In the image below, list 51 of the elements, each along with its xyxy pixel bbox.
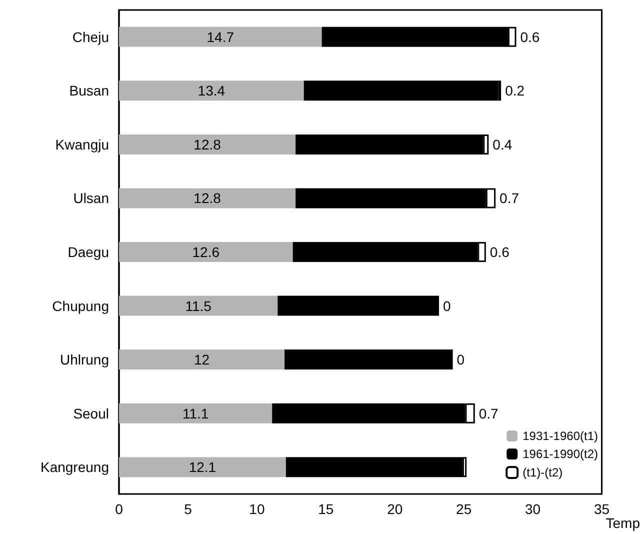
y-tick-label: Cheju (72, 28, 109, 45)
data-label: 0 (443, 298, 452, 314)
x-tick-label: 35 (594, 501, 610, 517)
bar (119, 80, 304, 101)
y-tick-label: Daegu (68, 244, 109, 260)
data-label: 11.1 (182, 405, 209, 422)
bar (286, 457, 462, 478)
legend-label: 1961-1990(t2) (522, 447, 598, 461)
bar (119, 242, 293, 262)
legend-label: 1931-1960(t1) (522, 429, 598, 443)
data-label: 0 (456, 352, 465, 368)
bar (278, 296, 440, 316)
legend-label: (t1)-(t2) (522, 466, 563, 480)
x-tick-label: 10 (249, 501, 265, 517)
bar (119, 457, 286, 478)
data-label: 0.4 (492, 136, 512, 152)
y-tick-label: Uhlrung (60, 352, 109, 368)
x-tick-label: 0 (115, 501, 124, 517)
bar (284, 350, 453, 370)
x-tick-label: 25 (456, 501, 472, 517)
data-label: 0.2 (505, 82, 525, 99)
bar (119, 296, 278, 316)
x-tick-label: 5 (184, 501, 192, 517)
data-label: 13.4 (198, 82, 226, 99)
data-label: 12 (194, 352, 210, 368)
y-tick-label: Ulsan (73, 190, 109, 206)
bar (119, 134, 296, 154)
y-tick-label: Seoul (73, 405, 109, 422)
data-label: 0.6 (520, 28, 540, 45)
y-tick-label: Busan (69, 82, 109, 99)
data-label: 14.7 (206, 28, 234, 45)
bar (119, 188, 296, 208)
data-label: 0.7 (478, 405, 499, 422)
x-tick-label: 15 (318, 501, 334, 517)
y-tick-label: Chupung (52, 298, 109, 314)
bar (304, 80, 498, 101)
y-tick-label: Kangreung (40, 459, 109, 476)
x-axis-title: Temp (606, 515, 640, 531)
data-label: 12.8 (194, 190, 222, 206)
data-label: 11.5 (185, 298, 212, 314)
y-tick-label: Kwangju (55, 136, 109, 152)
bar (119, 350, 285, 370)
bar (119, 26, 322, 47)
data-label: 12.6 (192, 244, 220, 260)
data-label: 12.1 (188, 459, 216, 476)
x-tick-label: 20 (387, 501, 403, 517)
bar (119, 403, 272, 424)
data-label: 0.6 (490, 244, 510, 260)
data-label: 0.7 (500, 190, 520, 206)
x-tick-label: 30 (525, 501, 541, 517)
data-label: 12.8 (194, 136, 222, 152)
